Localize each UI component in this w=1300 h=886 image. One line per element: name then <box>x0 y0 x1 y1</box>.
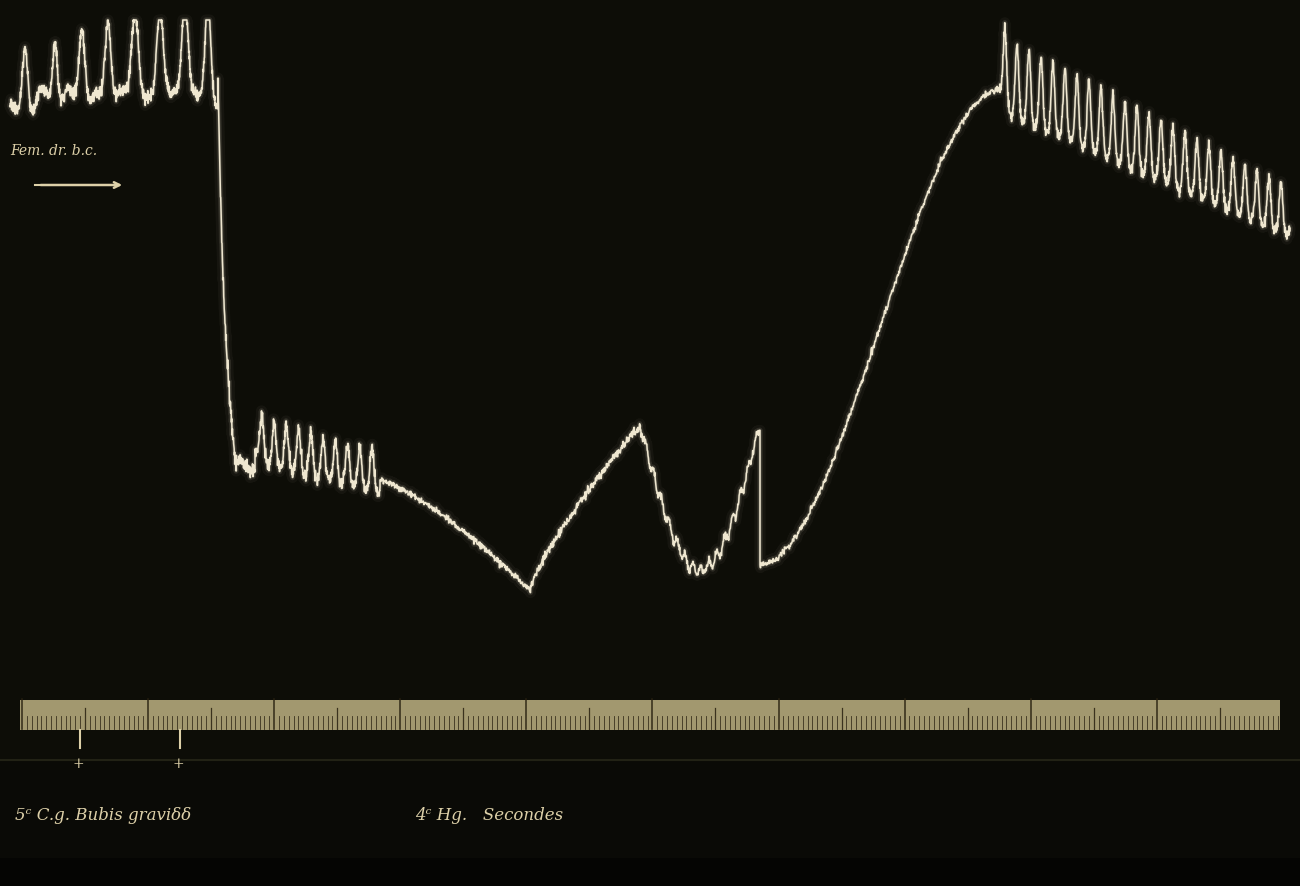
Text: Fem. dr. b.c.: Fem. dr. b.c. <box>10 144 98 158</box>
Text: 5ᶜ C.g. Bubis graviẟẟ: 5ᶜ C.g. Bubis graviẟẟ <box>16 807 191 824</box>
Text: 4ᶜ Hg.   Secondes: 4ᶜ Hg. Secondes <box>415 807 563 824</box>
Bar <box>0 858 1300 886</box>
Bar <box>20 700 1280 730</box>
Text: +: + <box>72 757 83 771</box>
Text: +: + <box>172 757 183 771</box>
Bar <box>0 760 1300 886</box>
